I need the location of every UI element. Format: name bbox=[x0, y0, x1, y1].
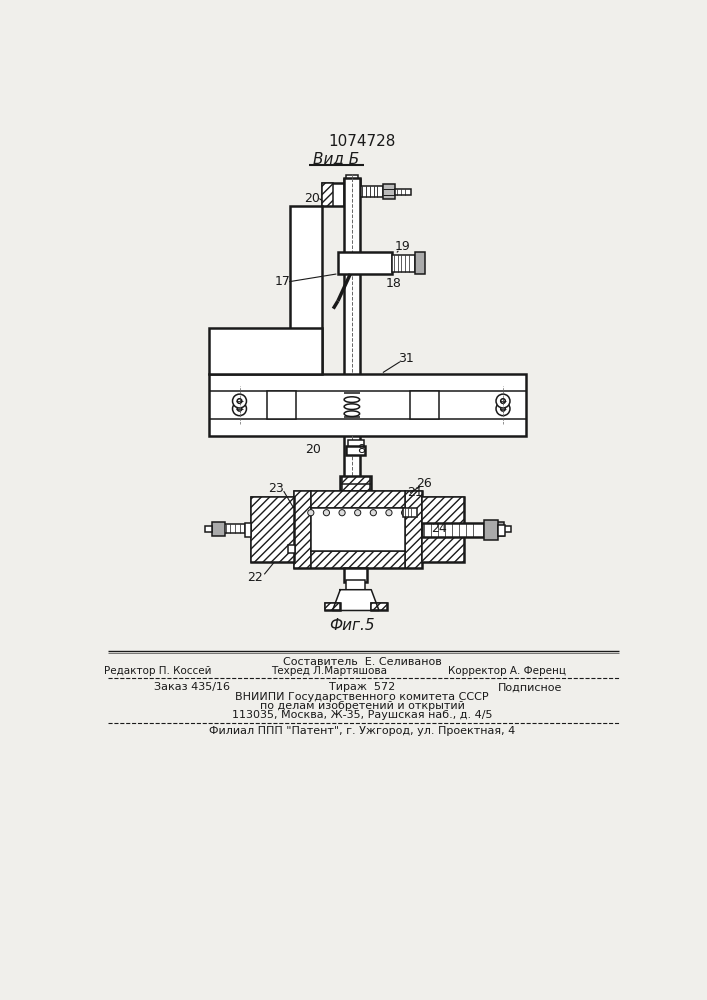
Text: Заказ 435/16: Заказ 435/16 bbox=[154, 682, 230, 692]
Circle shape bbox=[237, 399, 242, 403]
Bar bbox=[464, 524, 491, 533]
Text: 23: 23 bbox=[268, 482, 284, 495]
Bar bbox=[491, 522, 504, 536]
Text: Составитель  Е. Селиванов: Составитель Е. Селиванов bbox=[283, 657, 441, 667]
Bar bbox=[245, 523, 251, 537]
Bar bbox=[346, 446, 365, 455]
Circle shape bbox=[496, 402, 510, 416]
Bar bbox=[421, 523, 484, 537]
Circle shape bbox=[501, 399, 506, 403]
Text: Фиг.5: Фиг.5 bbox=[329, 618, 375, 633]
Text: Вид Б: Вид Б bbox=[313, 151, 359, 166]
Bar bbox=[311, 491, 404, 508]
Bar bbox=[383, 184, 395, 199]
Bar bbox=[209, 374, 526, 436]
Bar bbox=[293, 491, 311, 568]
Bar bbox=[224, 524, 251, 533]
Circle shape bbox=[233, 402, 247, 416]
Bar bbox=[251, 497, 293, 562]
Text: 8: 8 bbox=[357, 443, 366, 456]
Text: Филиал ППП "Патент", г. Ужгород, ул. Проектная, 4: Филиал ППП "Патент", г. Ужгород, ул. Про… bbox=[209, 726, 515, 736]
Circle shape bbox=[339, 510, 345, 516]
Bar bbox=[325, 603, 340, 610]
Text: 113035, Москва, Ж-35, Раушская наб., д. 4/5: 113035, Москва, Ж-35, Раушская наб., д. … bbox=[232, 710, 492, 720]
Bar bbox=[290, 206, 322, 405]
Bar bbox=[346, 175, 358, 182]
Bar bbox=[311, 508, 404, 551]
Bar bbox=[212, 522, 225, 536]
Bar bbox=[348, 440, 363, 446]
Bar bbox=[346, 580, 365, 590]
Bar bbox=[371, 603, 387, 610]
Circle shape bbox=[501, 406, 506, 411]
Bar bbox=[360, 186, 383, 197]
Bar bbox=[410, 391, 440, 419]
Text: 24: 24 bbox=[431, 522, 447, 535]
Text: Тираж  572: Тираж 572 bbox=[329, 682, 395, 692]
Circle shape bbox=[308, 510, 314, 516]
Bar bbox=[503, 526, 510, 532]
Circle shape bbox=[496, 394, 510, 408]
Bar bbox=[484, 520, 498, 540]
Bar bbox=[395, 189, 411, 195]
Bar bbox=[293, 491, 421, 568]
Bar bbox=[322, 183, 333, 206]
Bar bbox=[322, 183, 344, 206]
Bar bbox=[403, 508, 417, 517]
Bar bbox=[392, 255, 416, 272]
Circle shape bbox=[237, 406, 242, 411]
Bar bbox=[338, 252, 392, 274]
Bar bbox=[209, 328, 322, 374]
Bar bbox=[204, 526, 212, 532]
Bar bbox=[421, 497, 464, 562]
Polygon shape bbox=[332, 590, 379, 610]
Circle shape bbox=[233, 394, 247, 408]
Bar bbox=[498, 525, 506, 536]
Text: 26: 26 bbox=[416, 477, 432, 490]
Bar bbox=[344, 568, 368, 582]
Text: 21: 21 bbox=[407, 486, 423, 499]
Text: ВНИИПИ Государственного комитета СССР: ВНИИПИ Государственного комитета СССР bbox=[235, 692, 489, 702]
Text: 20: 20 bbox=[305, 443, 321, 456]
Bar bbox=[267, 391, 296, 419]
Bar bbox=[416, 252, 425, 274]
Text: Подписное: Подписное bbox=[498, 682, 562, 692]
Bar bbox=[341, 477, 370, 491]
Circle shape bbox=[355, 510, 361, 516]
Text: 20: 20 bbox=[303, 192, 320, 205]
Bar bbox=[421, 497, 464, 562]
Text: Корректор А. Ференц: Корректор А. Ференц bbox=[448, 666, 566, 676]
Bar bbox=[344, 179, 360, 193]
Text: 22: 22 bbox=[247, 571, 263, 584]
Text: 19: 19 bbox=[395, 240, 411, 253]
Bar bbox=[340, 476, 371, 493]
Circle shape bbox=[323, 510, 329, 516]
Bar bbox=[371, 603, 387, 610]
Bar bbox=[404, 491, 421, 568]
Text: Техред Л.Мартяшова: Техред Л.Мартяшова bbox=[271, 666, 387, 676]
Text: по делам изобретений и открытий: по делам изобретений и открытий bbox=[259, 701, 464, 711]
Text: Редактор П. Коссей: Редактор П. Коссей bbox=[105, 666, 212, 676]
Text: 1074728: 1074728 bbox=[328, 134, 396, 149]
Circle shape bbox=[402, 510, 408, 516]
Bar bbox=[311, 551, 404, 568]
Text: 17: 17 bbox=[274, 275, 290, 288]
Bar bbox=[344, 178, 360, 497]
Text: 31: 31 bbox=[398, 352, 414, 365]
Circle shape bbox=[386, 510, 392, 516]
Text: 18: 18 bbox=[386, 277, 402, 290]
Circle shape bbox=[370, 510, 376, 516]
Bar bbox=[288, 545, 296, 553]
Bar bbox=[325, 603, 340, 610]
Bar bbox=[251, 497, 293, 562]
